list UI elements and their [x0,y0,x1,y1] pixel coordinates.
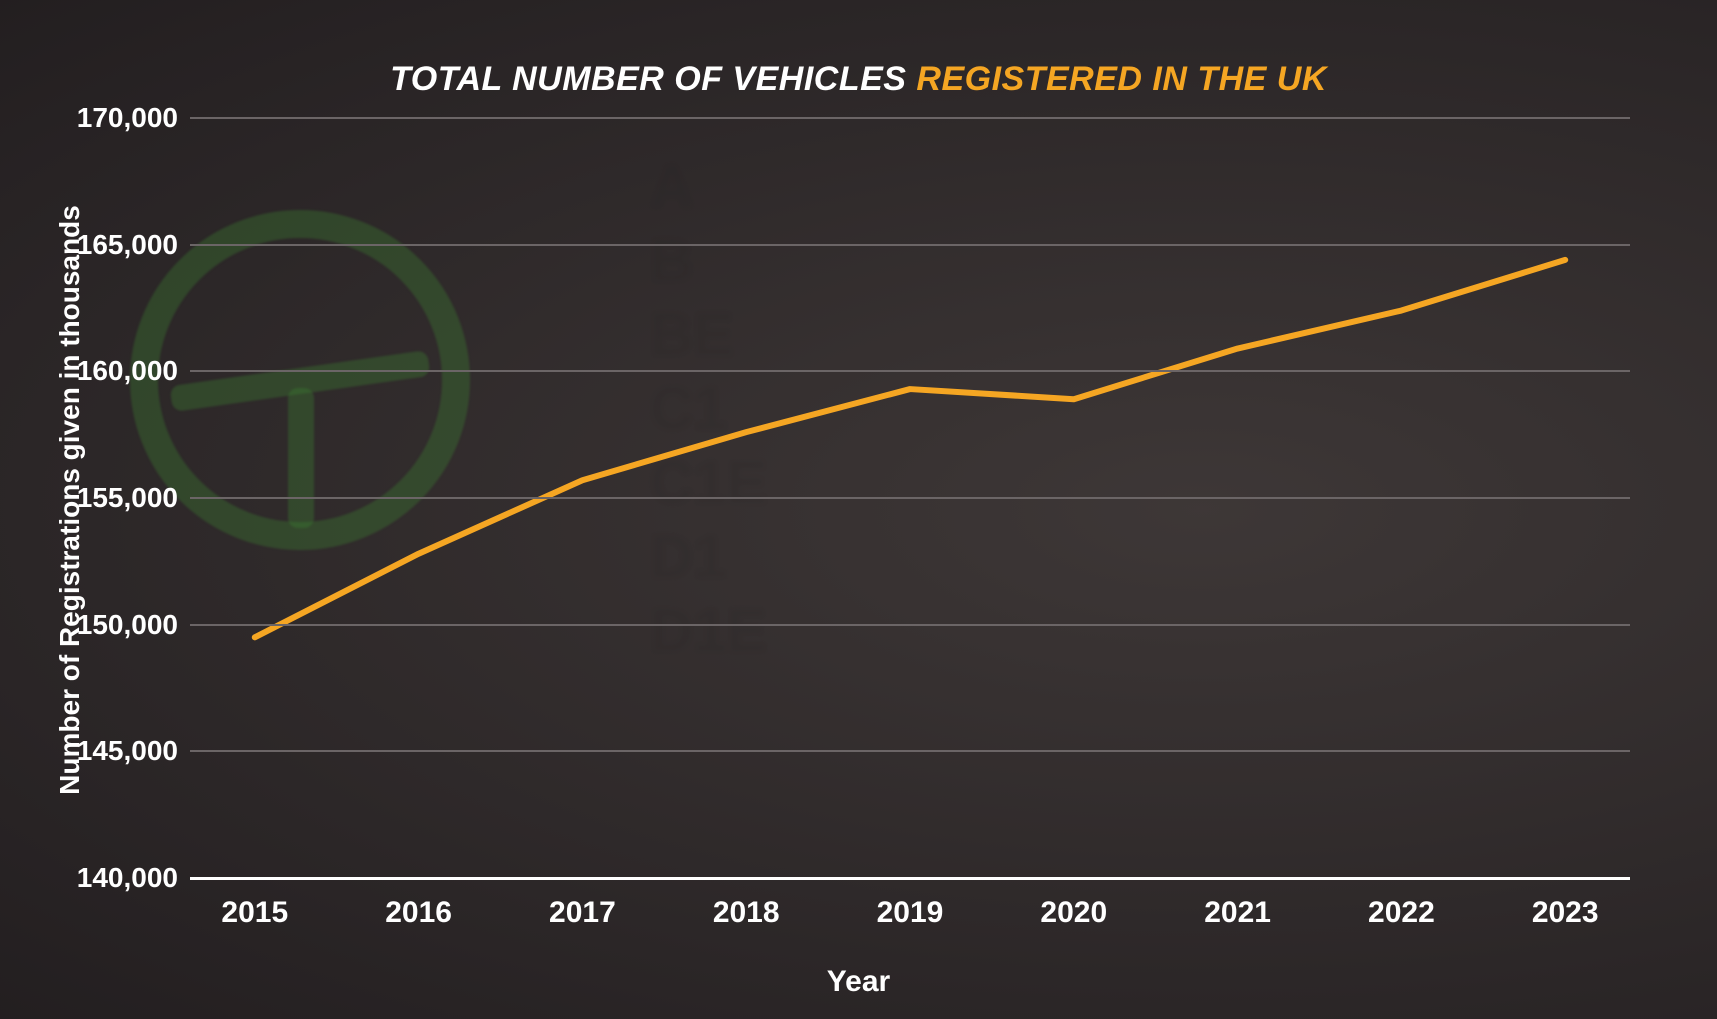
x-tick-label: 2019 [877,896,944,930]
y-tick-label: 165,000 [28,229,178,261]
x-tick-label: 2022 [1368,896,1435,930]
chart-title-accent: REGISTERED IN THE UK [916,60,1326,98]
chart-container: ABBEC1C1ED1D1E TOTAL NUMBER OF VEHICLES … [0,0,1717,1019]
x-tick-label: 2016 [385,896,452,930]
y-tick-label: 170,000 [28,102,178,134]
y-tick-label: 160,000 [28,355,178,387]
gridline [190,244,1630,246]
gridline [190,117,1630,119]
gridline [190,624,1630,626]
line-series [255,260,1565,637]
x-tick-label: 2018 [713,896,780,930]
gridline [190,750,1630,752]
plot-area [190,118,1630,878]
chart-title: TOTAL NUMBER OF VEHICLES REGISTERED IN T… [0,60,1717,99]
y-tick-label: 150,000 [28,609,178,641]
gridline [190,370,1630,372]
x-tick-label: 2023 [1532,896,1599,930]
y-tick-label: 145,000 [28,735,178,767]
x-axis-title: Year [827,965,890,999]
chart-title-main: TOTAL NUMBER OF VEHICLES [390,60,916,98]
y-tick-label: 140,000 [28,862,178,894]
x-tick-label: 2017 [549,896,616,930]
x-tick-label: 2015 [221,896,288,930]
x-axis-baseline [190,877,1630,880]
x-tick-label: 2020 [1040,896,1107,930]
x-tick-label: 2021 [1204,896,1271,930]
gridline [190,497,1630,499]
y-tick-label: 155,000 [28,482,178,514]
